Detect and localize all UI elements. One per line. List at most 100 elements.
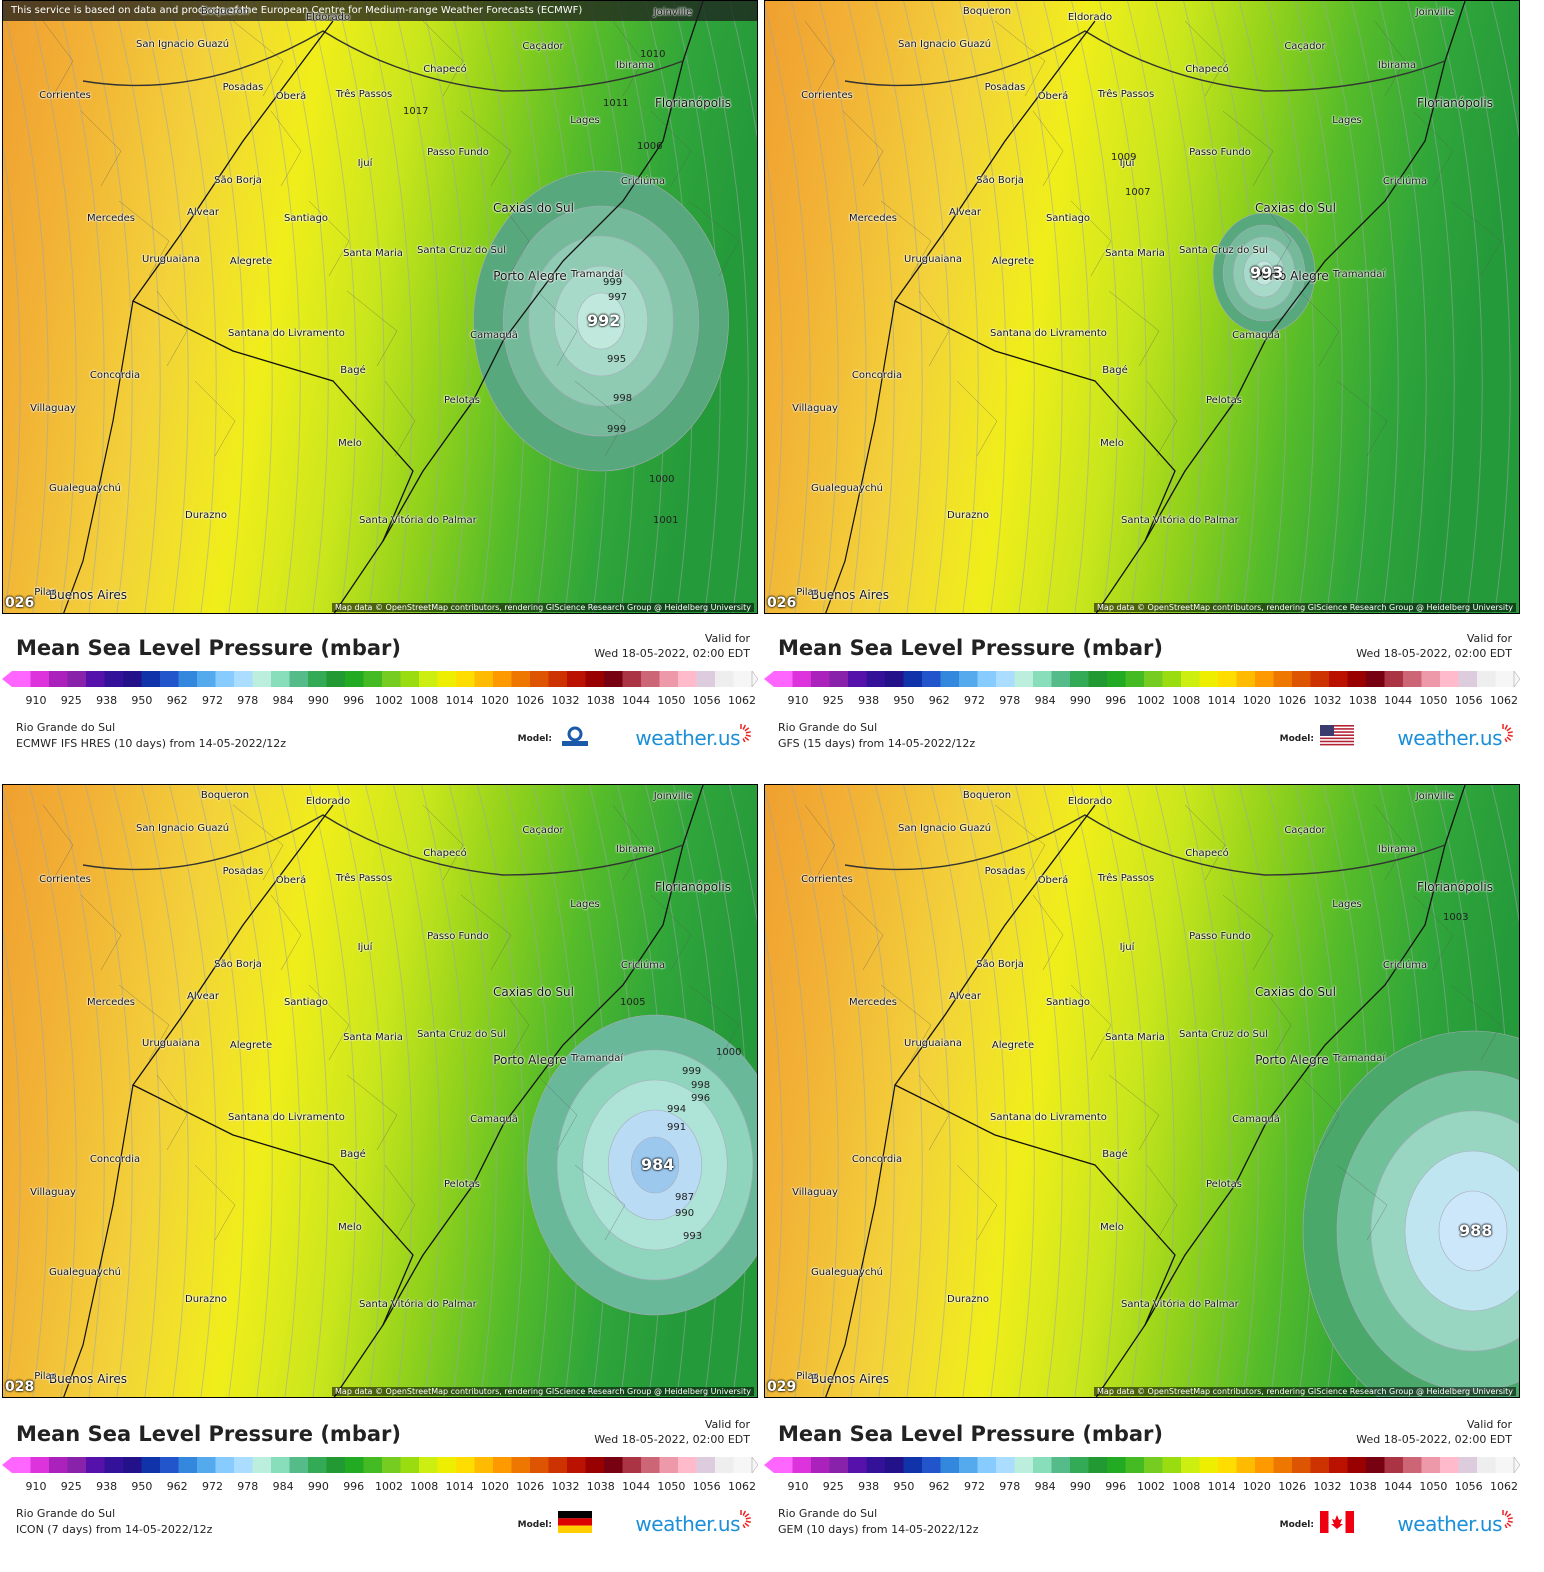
pressure-map[interactable]: Joinville San Ignacio Guazú Caçador Ibirama… (764, 784, 1520, 1398)
isobar-label: 1011 (603, 98, 629, 109)
frame-number: 026 (767, 595, 797, 611)
city-label: San Ignacio Guazú (136, 823, 230, 834)
city-label: Posadas (984, 866, 1026, 877)
model-flag-icon (1320, 725, 1354, 747)
map-attribution: Map data © OpenStreetMap contributors, r… (1094, 603, 1516, 612)
city-label: Ibirama (1377, 844, 1417, 855)
scale-tick: 996 (343, 694, 365, 707)
city-label: Buenos Aires (48, 1372, 128, 1386)
region-name: Rio Grande do Sul (778, 721, 878, 734)
city-label: Villaguay (792, 1187, 838, 1198)
city-label: Uruguaiana (904, 254, 962, 265)
color-scale (764, 1455, 1521, 1475)
valid-for-label: Valid for (704, 1418, 750, 1431)
city-label: Pelotas (444, 1179, 480, 1190)
low-center-label: 988 (1459, 1221, 1493, 1240)
city-label: Mercedes (86, 213, 136, 224)
scale-tick: 990 (307, 1480, 329, 1493)
city-label: Oberá (1037, 91, 1069, 102)
low-center-label: 992 (587, 311, 621, 330)
city-label: Lages (1332, 115, 1362, 126)
scale-tick: 978 (237, 1480, 259, 1493)
city-label: Uruguaiana (142, 1038, 200, 1049)
scale-tick: 990 (307, 694, 329, 707)
scale-tick: 984 (272, 1480, 294, 1493)
valid-for-label: Valid for (704, 632, 750, 645)
scale-tick: 1014 (445, 1480, 474, 1493)
scale-tick: 1032 (1313, 1480, 1342, 1493)
city-label: Caçador (522, 41, 564, 52)
city-label: Concordia (89, 1154, 141, 1165)
city-label: Santa Vitória do Palmar (1121, 515, 1239, 526)
city-label: Ibirama (615, 844, 655, 855)
city-label: São Borja (214, 175, 262, 186)
scale-tick: 938 (858, 1480, 880, 1493)
city-label: Santana do Livramento (990, 328, 1107, 339)
model-label: Model: (517, 1520, 552, 1530)
city-label: Posadas (222, 82, 264, 93)
isobar-label: 990 (675, 1208, 695, 1219)
pressure-map[interactable]: Joinville San Ignacio Guazú Caçador Ibirama… (764, 0, 1520, 614)
scale-ticks: 910 925 938 950 962 972 978 984 990 996 1002 1008 10… (20, 694, 760, 708)
weather-us-logo[interactable]: weather.us (1397, 726, 1502, 750)
map-attribution: Map data © OpenStreetMap contributors, r… (1094, 1387, 1516, 1396)
city-label: Lages (570, 899, 600, 910)
city-label: Corrientes (801, 874, 853, 885)
city-label: Joinville (1415, 791, 1455, 802)
pressure-map[interactable]: Joinville San Ignacio Guazú Caçador Ibirama… (2, 784, 758, 1398)
city-label: Ibirama (1377, 60, 1417, 71)
pressure-field (765, 785, 1519, 1397)
pressure-map[interactable]: This service is based on data and produc… (2, 0, 758, 614)
city-label: Porto Alegre (493, 1053, 567, 1067)
city-label: Gualeguaychú (810, 483, 884, 494)
scale-tick: 910 (25, 694, 47, 707)
scale-tick: 972 (964, 694, 985, 707)
isobar-label: 995 (607, 354, 627, 365)
city-label: Joinville (653, 791, 693, 802)
scale-tick: 950 (131, 1480, 153, 1493)
scale-tick: 1026 (1278, 694, 1307, 707)
city-label: Posadas (222, 866, 264, 877)
sun-icon (730, 1506, 752, 1530)
city-label: Oberá (275, 875, 307, 886)
city-label: Caçador (1284, 825, 1326, 836)
weather-us-logo[interactable]: weather.us (635, 1512, 740, 1536)
valid-date: Wed 18-05-2022, 02:00 EDT (1356, 647, 1512, 660)
scale-tick: 1020 (1242, 694, 1271, 707)
isobar-label: 998 (613, 393, 633, 404)
city-label: Passo Fundo (427, 147, 489, 158)
city-label: Santiago (283, 213, 329, 224)
city-label: Santa Vitória do Palmar (359, 1299, 477, 1310)
region-name: Rio Grande do Sul (16, 721, 116, 734)
city-label: Ijuí (1119, 942, 1135, 953)
city-label: Santiago (1045, 213, 1091, 224)
city-label: Joinville (1415, 7, 1455, 18)
city-label: Santa Maria (343, 248, 403, 259)
weather-us-logo[interactable]: weather.us (1397, 1512, 1502, 1536)
scale-tick: 1062 (1490, 694, 1518, 707)
city-label: São Borja (976, 175, 1024, 186)
city-label: Concordia (851, 370, 903, 381)
city-label: Tramandaí (570, 269, 624, 280)
scale-tick: 978 (237, 694, 259, 707)
city-label: Villaguay (30, 1187, 76, 1198)
city-label: São Borja (976, 959, 1024, 970)
model-flag-icon (1320, 1511, 1354, 1533)
scale-tick: 1062 (728, 1480, 756, 1493)
city-label: Santa Maria (1105, 1032, 1165, 1043)
city-label: Corrientes (39, 874, 91, 885)
city-label: Passo Fundo (427, 931, 489, 942)
city-label: Eldorado (305, 796, 351, 807)
city-label: Caçador (1284, 41, 1326, 52)
model-label: Model: (517, 734, 552, 744)
city-label: Corrientes (801, 90, 853, 101)
city-label: Bagé (1102, 365, 1128, 376)
city-label: Corrientes (39, 90, 91, 101)
city-label: Chapecó (1185, 848, 1229, 859)
chart-title: Mean Sea Level Pressure (mbar) (778, 636, 1163, 660)
weather-us-logo[interactable]: weather.us (635, 726, 740, 750)
color-scale (2, 669, 759, 689)
scale-tick: 1056 (1454, 1480, 1483, 1493)
scale-tick: 938 (96, 1480, 118, 1493)
city-label: Três Passos (335, 89, 393, 100)
